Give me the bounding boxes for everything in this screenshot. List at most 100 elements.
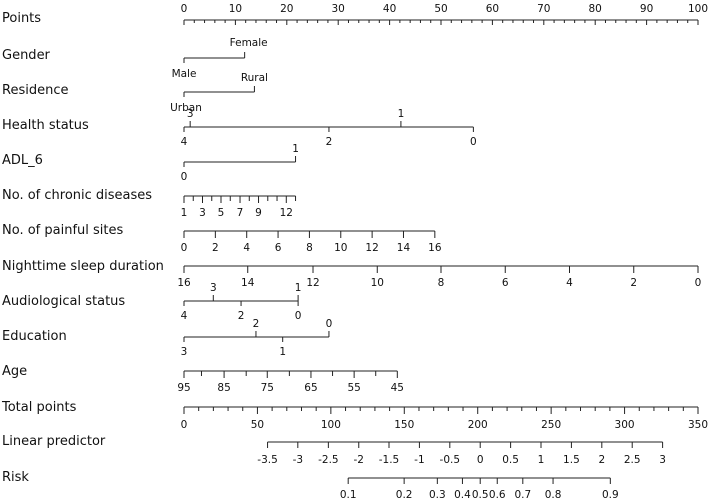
row-label-health-status: Health status [2, 118, 89, 133]
row-label-age: Age [2, 364, 27, 379]
audiological-status-label-0: 0 [295, 310, 302, 322]
adl-6-label-0: 0 [181, 171, 188, 183]
education-label-2: 2 [253, 318, 260, 330]
no-of-painful-sites-tick-label-4: 4 [243, 242, 250, 254]
nighttime-sleep-duration-tick-label-2: 2 [630, 277, 637, 289]
nighttime-sleep-duration-tick-label-4: 4 [566, 277, 573, 289]
row-label-gender: Gender [2, 48, 51, 63]
points-tick-label-80: 80 [589, 3, 602, 15]
row-label-total-points: Total points [1, 400, 77, 415]
nighttime-sleep-duration-tick-label-6: 6 [502, 277, 509, 289]
linear-predictor-tick-label-1: 1 [538, 454, 545, 466]
points-tick-label-0: 0 [181, 3, 188, 15]
linear-predictor-tick-label-2: 2 [598, 454, 605, 466]
no-of-painful-sites-tick-label-14: 14 [397, 242, 411, 254]
no-of-painful-sites-tick-label-10: 10 [334, 242, 347, 254]
total-points-tick-label-300: 300 [615, 419, 635, 431]
no-of-chronic-diseases-tick-label-3: 3 [199, 207, 206, 219]
health-status-label-3: 3 [187, 108, 194, 120]
age-tick-label-65: 65 [304, 382, 317, 394]
no-of-chronic-diseases-tick-label-1: 1 [181, 207, 188, 219]
total-points-tick-label-350: 350 [688, 419, 708, 431]
row-label-risk: Risk [2, 470, 29, 485]
points-tick-label-50: 50 [434, 3, 447, 15]
linear-predictor-tick-label-3-5: -3.5 [257, 454, 278, 466]
no-of-painful-sites-tick-label-8: 8 [306, 242, 313, 254]
audiological-status-label-1: 1 [295, 282, 302, 294]
nighttime-sleep-duration-tick-label-14: 14 [241, 277, 255, 289]
linear-predictor-tick-label-1-5: -1.5 [379, 454, 400, 466]
nighttime-sleep-duration-tick-label-10: 10 [371, 277, 384, 289]
audiological-status-label-4: 4 [181, 310, 188, 322]
risk-tick-label-0-9: 0.9 [602, 489, 619, 501]
risk-tick-label-0-7: 0.7 [514, 489, 531, 501]
linear-predictor-tick-label-3: -3 [293, 454, 303, 466]
gender-label-female: Female [230, 37, 268, 49]
row-label-linear-predictor: Linear predictor [2, 434, 106, 449]
education-label-3: 3 [181, 346, 188, 358]
linear-predictor-tick-label-1-5: 1.5 [563, 454, 580, 466]
row-label-no-of-chronic-diseases: No. of chronic diseases [2, 188, 152, 203]
row-label-audiological-status: Audiological status [2, 294, 125, 309]
risk-tick-label-0-5: 0.5 [472, 489, 489, 501]
no-of-chronic-diseases-tick-label-12: 12 [280, 207, 293, 219]
points-tick-label-10: 10 [229, 3, 242, 15]
no-of-painful-sites-tick-label-12: 12 [365, 242, 378, 254]
audiological-status-label-3: 3 [210, 282, 217, 294]
linear-predictor-tick-label-0-5: 0.5 [502, 454, 519, 466]
health-status-label-0: 0 [470, 136, 477, 148]
audiological-status-label-2: 2 [238, 310, 245, 322]
row-label-points: Points [2, 11, 41, 26]
total-points-tick-label-100: 100 [321, 419, 341, 431]
no-of-painful-sites-tick-label-6: 6 [275, 242, 282, 254]
total-points-tick-label-150: 150 [394, 419, 414, 431]
points-tick-label-100: 100 [688, 3, 708, 15]
adl-6-label-1: 1 [292, 143, 299, 155]
row-label-education: Education [2, 329, 67, 344]
residence-label-urban: Urban [170, 102, 202, 114]
linear-predictor-tick-label-0-5: -0.5 [440, 454, 461, 466]
linear-predictor-tick-label-2-5: -2.5 [318, 454, 339, 466]
nighttime-sleep-duration-tick-label-8: 8 [438, 277, 445, 289]
risk-tick-label-0-6: 0.6 [489, 489, 506, 501]
row-label-no-of-painful-sites: No. of painful sites [2, 223, 123, 238]
row-label-residence: Residence [2, 83, 68, 98]
health-status-label-2: 2 [326, 136, 333, 148]
points-tick-label-30: 30 [332, 3, 345, 15]
risk-tick-label-0-4: 0.4 [454, 489, 471, 501]
linear-predictor-tick-label-2: -2 [354, 454, 364, 466]
age-tick-label-55: 55 [347, 382, 360, 394]
health-status-label-1: 1 [398, 108, 405, 120]
total-points-tick-label-250: 250 [541, 419, 561, 431]
education-label-1: 1 [279, 346, 286, 358]
row-label-nighttime-sleep-duration: Nighttime sleep duration [2, 259, 164, 274]
age-tick-label-75: 75 [261, 382, 274, 394]
no-of-chronic-diseases-tick-label-7: 7 [237, 207, 244, 219]
gender-label-male: Male [172, 68, 197, 80]
risk-tick-label-0-1: 0.1 [340, 489, 357, 501]
age-tick-label-85: 85 [217, 382, 230, 394]
nighttime-sleep-duration-tick-label-0: 0 [695, 277, 702, 289]
row-label-adl-6: ADL_6 [2, 153, 43, 168]
age-tick-label-95: 95 [177, 382, 190, 394]
no-of-painful-sites-tick-label-16: 16 [428, 242, 442, 254]
total-points-tick-label-0: 0 [181, 419, 188, 431]
linear-predictor-tick-label-1: -1 [414, 454, 424, 466]
points-tick-label-20: 20 [280, 3, 293, 15]
residence-label-rural: Rural [241, 72, 268, 84]
no-of-chronic-diseases-tick-label-9: 9 [255, 207, 262, 219]
nighttime-sleep-duration-tick-label-12: 12 [306, 277, 319, 289]
total-points-tick-label-200: 200 [468, 419, 488, 431]
risk-tick-label-0-3: 0.3 [429, 489, 446, 501]
points-tick-label-90: 90 [640, 3, 653, 15]
health-status-label-4: 4 [181, 136, 188, 148]
no-of-painful-sites-tick-label-0: 0 [181, 242, 188, 254]
total-points-tick-label-50: 50 [251, 419, 264, 431]
no-of-chronic-diseases-tick-label-5: 5 [218, 207, 225, 219]
linear-predictor-tick-label-2-5: 2.5 [624, 454, 641, 466]
risk-tick-label-0-8: 0.8 [545, 489, 562, 501]
points-tick-label-70: 70 [537, 3, 550, 15]
points-tick-label-60: 60 [486, 3, 499, 15]
nighttime-sleep-duration-tick-label-16: 16 [177, 277, 191, 289]
